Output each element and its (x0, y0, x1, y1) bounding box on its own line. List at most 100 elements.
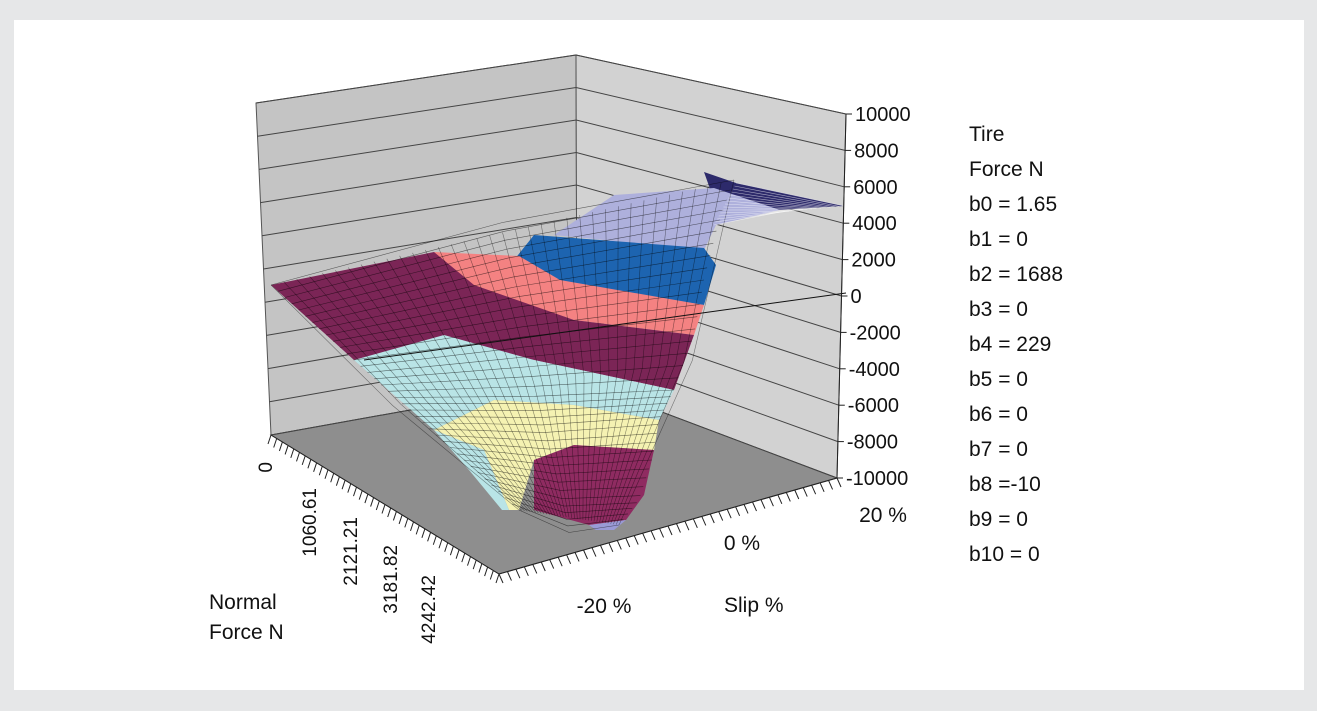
y-tick-mark (427, 532, 432, 542)
surface-wire (604, 194, 670, 523)
surface-wire (477, 472, 644, 491)
x-tick-mark (777, 494, 783, 505)
surface-wire (326, 267, 708, 336)
surface-wire (450, 447, 654, 458)
surface-wire (596, 203, 632, 522)
x-tick-mark (566, 554, 572, 565)
surface-wire (566, 217, 585, 520)
surface-band (271, 252, 694, 390)
y-tick-mark (489, 570, 494, 580)
parameter-item: b3 = 0 (969, 298, 1028, 321)
parameter-item: b0 = 1.65 (969, 193, 1058, 216)
z-tick-label: 6000 (853, 177, 898, 199)
surface-wire (607, 191, 683, 524)
surface-wire (726, 200, 817, 209)
y-tick-mark (267, 434, 272, 445)
surface-wire (443, 441, 656, 450)
surface-wire (408, 403, 668, 411)
y-tick-mark (455, 549, 460, 559)
y-tick-mark (421, 528, 426, 538)
x-tick-mark (692, 518, 698, 529)
parameter-item: b8 =-10 (969, 473, 1041, 496)
surface-wire (463, 459, 650, 475)
x-tick-mark (836, 477, 842, 488)
y-tick-mark (472, 559, 477, 570)
y-tick-mark (313, 462, 318, 472)
surface-wire (270, 284, 520, 511)
wall-gridline (263, 216, 842, 297)
y-tick-mark (324, 469, 329, 479)
surface-wire (613, 185, 709, 525)
y-tick-mark (495, 573, 500, 584)
x-tick-mark (752, 501, 757, 512)
surface-wire (618, 179, 735, 526)
surface-wire (728, 197, 822, 209)
y-tick-label: 3181.82 (381, 545, 402, 614)
chart-panel: 10000 8000 6000 4000 2000 0 -2000 -4000 -6000 -80… (14, 20, 1304, 690)
surface-wire (610, 188, 696, 524)
surface-wire (401, 396, 671, 405)
surface-wire (388, 377, 679, 392)
x-tick-mark (675, 523, 681, 533)
surface-band (434, 400, 659, 510)
y-tick-mark (307, 459, 312, 469)
y-tick-mark (484, 566, 489, 577)
z-tick-label: -4000 (849, 359, 900, 381)
x-tick-mark (718, 511, 724, 521)
surface-wire (381, 365, 683, 386)
x-tick-mark (819, 482, 825, 493)
wall-gridline (257, 86, 846, 151)
surface-wire (296, 278, 525, 512)
y-tick-mark (478, 563, 483, 573)
x-tick-mark (726, 508, 732, 519)
x-tick-mark (557, 556, 563, 567)
x-tick-mark (616, 540, 622, 550)
surface-wire (270, 179, 735, 286)
surface-wire (518, 509, 620, 533)
x-tick-mark (540, 561, 546, 572)
y-tick-mark (461, 552, 466, 563)
x-tick-mark (549, 559, 555, 569)
x-tick-mark (591, 547, 597, 557)
x-tick-mark (743, 504, 749, 514)
surface-wire (373, 261, 542, 514)
x-tick-mark (633, 535, 639, 545)
surface-wire (476, 238, 564, 517)
x-tick-mark (735, 506, 741, 517)
surface-wire (291, 209, 724, 305)
z-axis-label-line: Force N (969, 158, 1044, 181)
y-tick-mark (410, 521, 414, 532)
y-tick-mark (415, 525, 420, 535)
y-tick-mark (444, 542, 449, 552)
y-tick-mark (381, 504, 386, 514)
surface-band (354, 335, 674, 430)
y-tick-label: 0 (256, 462, 277, 473)
y-tick-mark (347, 483, 352, 493)
surface-wire (305, 230, 717, 317)
surface-wire (429, 424, 659, 433)
surface-wire (553, 220, 581, 520)
surface-wire (415, 409, 665, 419)
parameter-item: b6 = 0 (969, 403, 1028, 426)
x-tick-mark (599, 544, 605, 555)
z-tick-label: -6000 (848, 395, 899, 417)
surface-band (589, 520, 626, 530)
surface-wire (450, 244, 559, 516)
z-tick-label: -8000 (847, 432, 898, 454)
chart-surface (270, 172, 847, 533)
y-tick-mark (375, 500, 380, 511)
parameter-item: b9 = 0 (969, 508, 1028, 531)
x-tick-mark (760, 499, 766, 509)
x-tick-mark (625, 537, 631, 548)
y-tick-mark (296, 452, 300, 462)
surface-wire (724, 203, 813, 210)
surface-wire (735, 182, 845, 207)
y-tick-mark (438, 539, 443, 549)
surface-wire (602, 197, 658, 523)
z-tick-label: 0 (851, 286, 862, 308)
surface-wire (347, 267, 536, 513)
x-tick-label: 20 % (859, 504, 907, 527)
x-tick-mark (802, 487, 808, 497)
y-tick-mark (432, 535, 437, 545)
y-tick-mark (330, 473, 335, 483)
